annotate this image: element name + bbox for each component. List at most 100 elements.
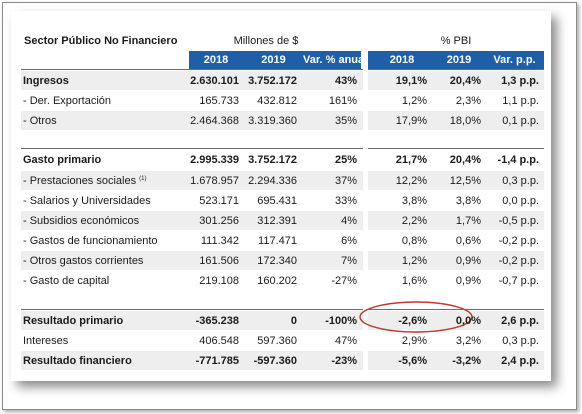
table-cell: -27% xyxy=(331,275,357,287)
header-band-pbi xyxy=(368,51,544,69)
highlight-circle xyxy=(359,301,473,333)
table-row-label: - Salarios y Universidades xyxy=(23,196,188,207)
table-cell: 4% xyxy=(341,215,357,227)
table-cell: 20,4% xyxy=(449,154,481,166)
table-cell: 161% xyxy=(328,95,357,107)
row-label-text: - Gasto de capital xyxy=(23,275,110,287)
table-cell: 0,0% xyxy=(455,315,481,327)
table-cell: 0,0 p.p. xyxy=(502,195,539,207)
table-cell: 1,3 p.p. xyxy=(501,75,539,87)
table-cell: 1.678.957 xyxy=(190,175,239,187)
table-row-band xyxy=(368,191,544,210)
table-cell: 0,3 p.p. xyxy=(502,175,539,187)
row-label-text: - Subsidios económicos xyxy=(23,215,140,227)
table-cell: 1,6% xyxy=(401,275,427,287)
table-cell: -3,2% xyxy=(452,355,481,367)
table-row-band xyxy=(368,171,544,190)
column-header-1: 2019 xyxy=(261,54,286,66)
table-cell: 0,9% xyxy=(455,275,481,287)
column-header-4: 2019 xyxy=(446,54,472,66)
table-cell: -0,2 p.p. xyxy=(498,255,539,267)
table-cell: 2,2% xyxy=(401,215,427,227)
table-cell: -597.360 xyxy=(253,355,297,367)
table-row-label: - Otros xyxy=(23,116,188,127)
row-label-text: - Prestaciones sociales xyxy=(23,175,137,187)
table-row-band xyxy=(21,91,363,110)
outer-frame: Sector Público No Financiero Millones de … xyxy=(2,2,577,410)
table-cell: 21,7% xyxy=(395,154,427,166)
row-label-text: - Der. Exportación xyxy=(23,95,112,107)
table-cell: 7% xyxy=(341,255,357,267)
table-cell: 3,8% xyxy=(455,195,481,207)
table-cell: 2.294.336 xyxy=(248,175,297,187)
table-cell: -1,4 p.p. xyxy=(497,154,539,166)
table-cell: 172.340 xyxy=(257,255,297,267)
table-row-band xyxy=(368,91,544,110)
row-label-text: - Gastos de funcionamiento xyxy=(23,235,158,247)
table-row-label: - Otros gastos corrientes xyxy=(23,256,188,267)
table-cell: -2,6% xyxy=(398,315,427,327)
table-cell: 18,0% xyxy=(449,115,481,127)
table-cell: 406.548 xyxy=(199,335,239,347)
row-label-text: Resultado primario xyxy=(23,315,124,327)
column-header-5: Var. p.p. xyxy=(493,54,536,66)
table-row-band xyxy=(21,251,363,270)
header-band-millones xyxy=(189,51,361,69)
table-cell: 0,3 p.p. xyxy=(502,335,539,347)
table-row-label: - Prestaciones sociales (1) xyxy=(23,176,188,187)
table-cell: 1,7% xyxy=(455,215,481,227)
row-label-text: - Salarios y Universidades xyxy=(23,195,151,207)
table-cell: 117.471 xyxy=(258,235,297,247)
table-row-band xyxy=(368,150,544,169)
table-row-label: - Gastos de funcionamiento xyxy=(23,236,188,247)
row-label-text: - Otros gastos corrientes xyxy=(23,255,144,267)
table-row-band xyxy=(368,271,544,290)
table-cell: -365.238 xyxy=(195,315,239,327)
table-cell: -0,7 p.p. xyxy=(498,275,539,287)
table-title: Sector Público No Financiero xyxy=(24,35,178,47)
table-cell: 160.202 xyxy=(257,275,297,287)
rule-ingresos-left xyxy=(21,69,363,70)
table-cell: 301.256 xyxy=(199,215,239,227)
table-row-label: Ingresos xyxy=(23,76,188,87)
table-cell: 17,9% xyxy=(395,115,427,127)
table-row-band xyxy=(368,351,544,370)
table-row-band xyxy=(21,331,363,350)
table-row-band xyxy=(368,111,544,130)
table-cell: 35% xyxy=(334,115,357,127)
table-row-band xyxy=(21,231,363,250)
table-cell: 0,8% xyxy=(401,235,427,247)
table-cell: 2.630.101 xyxy=(190,75,239,87)
table-cell: -0,2 p.p. xyxy=(498,235,539,247)
table-row-label: - Der. Exportación xyxy=(23,96,188,107)
table-row-band xyxy=(21,71,363,90)
rule-ingresos-right xyxy=(368,69,544,70)
column-header-0: 2018 xyxy=(203,54,229,66)
table-cell: 0,1 p.p. xyxy=(502,115,539,127)
table-cell: 12,5% xyxy=(449,175,481,187)
table-cell: 3,2% xyxy=(455,335,481,347)
table-cell: 47% xyxy=(334,335,357,347)
table-cell: 523.171 xyxy=(199,195,239,207)
table-cell: 3.752.172 xyxy=(248,75,297,87)
table-cell: 20,4% xyxy=(449,75,481,87)
table-cell: 0 xyxy=(290,315,297,327)
table-cell: 111.342 xyxy=(200,235,239,247)
table-cell: 597.360 xyxy=(257,335,297,347)
rule-gasto-left xyxy=(21,148,363,149)
row-label-text: Intereses xyxy=(23,335,69,347)
row-label-text: Resultado financiero xyxy=(23,355,132,367)
rule-resultado-left xyxy=(21,309,363,310)
table-row-band xyxy=(21,111,363,130)
table-row-band xyxy=(368,331,544,350)
table-cell: 1,2% xyxy=(401,255,427,267)
row-label-text: Gasto primario xyxy=(23,154,102,166)
table-row-band xyxy=(21,351,363,370)
table-cell: -771.785 xyxy=(195,355,239,367)
table-row-label: Resultado primario xyxy=(23,316,188,327)
table-row-band xyxy=(368,211,544,230)
table-cell: 3,8% xyxy=(401,195,427,207)
table-cell: 2.464.368 xyxy=(190,115,239,127)
column-header-2: Var. % anual xyxy=(303,54,368,66)
table-cell: 2,6 p.p. xyxy=(501,315,539,327)
